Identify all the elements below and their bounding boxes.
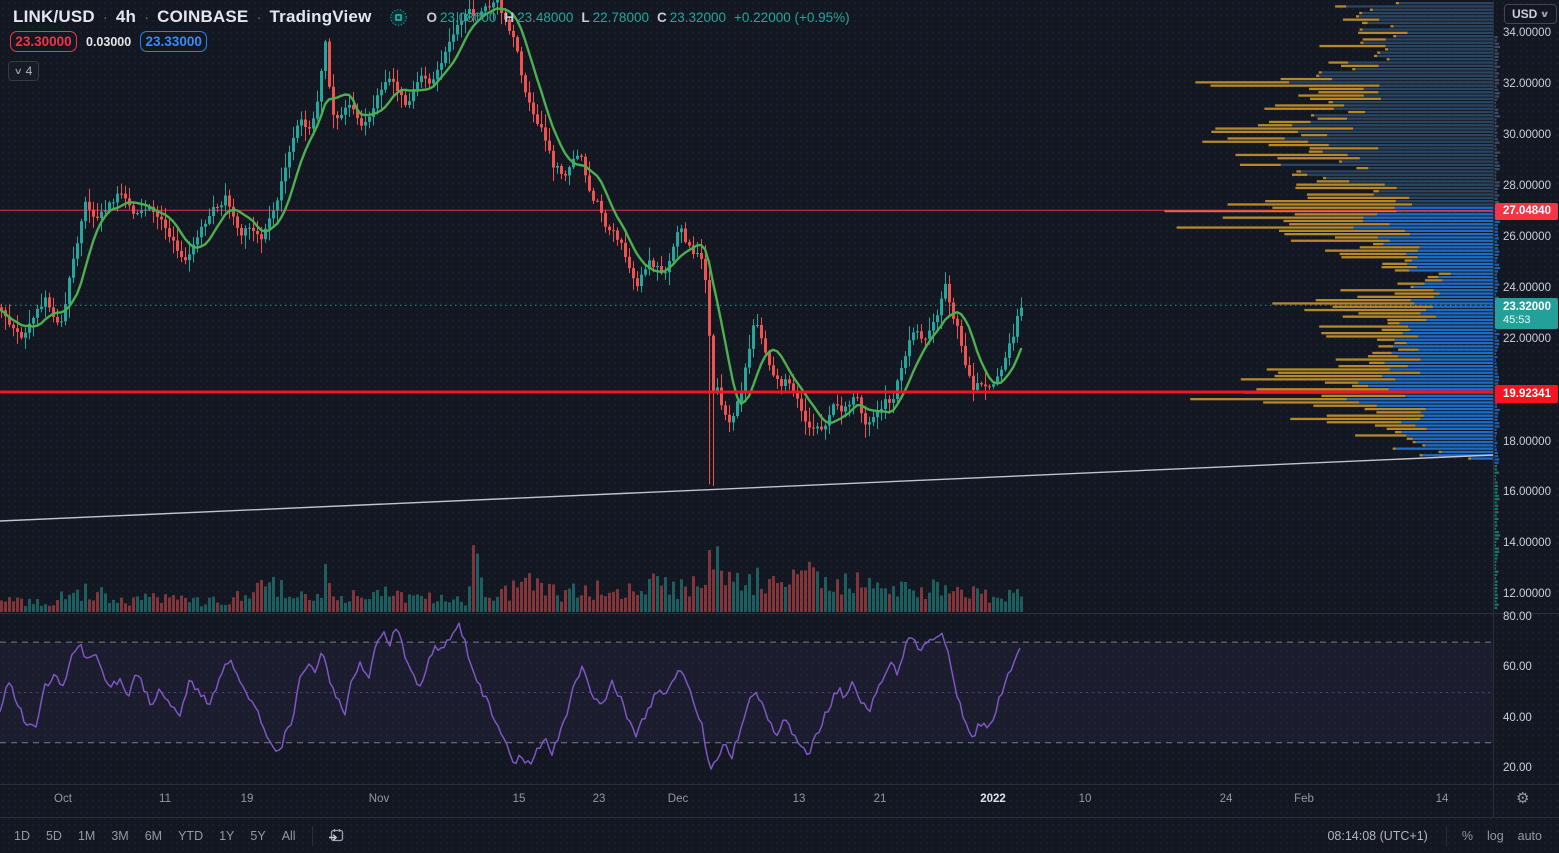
ohlc-readout: O 23.08000 H 23.48000 L 22.78000 C 23.32… — [427, 10, 850, 25]
interval-label[interactable]: 4h — [115, 7, 137, 26]
indicators-collapse-chip[interactable]: ∨ 4 — [8, 61, 40, 81]
close-value: 23.32000 — [669, 9, 727, 25]
time-axis[interactable]: Oct 11 19 Nov 15 23 Dec 13 21 2022 10 24 Feb 14 — [0, 785, 1493, 817]
time-tick-label: 13 — [792, 793, 806, 805]
price-scale-settings-gear-icon[interactable]: ⚙ — [1516, 790, 1530, 807]
instrument-icon — [389, 8, 407, 26]
time-tick-label: Nov — [368, 793, 390, 805]
chevron-down-icon: ∨ — [1539, 8, 1551, 19]
price-tick-label: 12.00000 — [1503, 588, 1551, 600]
time-tick-label: Oct — [54, 793, 72, 805]
price-tick-label: 20.00 — [1503, 762, 1532, 774]
currency-label: USD — [1512, 7, 1538, 21]
sell-button[interactable]: 23.30000 — [10, 31, 77, 52]
price-tick-label: 18.00000 — [1503, 436, 1551, 448]
high-label: H — [504, 9, 515, 25]
chevron-down-icon: ∨ — [13, 65, 23, 76]
chart-canvas[interactable] — [0, 0, 1493, 785]
support-price-label: 19.92341 — [1495, 385, 1558, 403]
time-tick-label: 19 — [240, 793, 254, 805]
range-button-1y[interactable]: 1Y — [219, 828, 235, 843]
indicator-count: 4 — [25, 64, 33, 78]
range-button-1m[interactable]: 1M — [77, 828, 96, 843]
currency-unit-button[interactable]: USD ∨ — [1504, 4, 1557, 24]
exchange-label[interactable]: COINBASE — [157, 7, 249, 26]
time-axis-separator — [0, 784, 1559, 785]
range-buttons: 1D 5D 1M 3M 6M YTD 1Y 5Y All — [6, 826, 304, 846]
pane-separator[interactable] — [0, 613, 1559, 614]
price-tick-label: 14.00000 — [1503, 537, 1551, 549]
session-clock[interactable]: 08:14:08 (UTC+1) — [1327, 828, 1428, 843]
separator: · — [144, 8, 150, 26]
price-tick-label: 30.00000 — [1503, 129, 1551, 141]
price-tick-label: 60.00 — [1503, 661, 1532, 673]
auto-scale-button[interactable]: auto — [1517, 828, 1542, 843]
price-tick-label: 40.00 — [1503, 712, 1532, 724]
chart-legend: LINK/USD · 4h · COINBASE · TradingView O… — [13, 6, 850, 28]
log-scale-button[interactable]: log — [1486, 828, 1504, 843]
time-tick-label: Dec — [667, 793, 689, 805]
range-button-5y[interactable]: 5Y — [250, 828, 266, 843]
time-tick-label: 23 — [592, 793, 606, 805]
change-value: +0.22000 (+0.95%) — [734, 9, 850, 25]
calendar-arrow-icon — [328, 829, 343, 842]
resistance-price-label: 27.04840 — [1495, 203, 1558, 220]
open-value: 23.08000 — [440, 9, 497, 25]
separator: · — [102, 8, 108, 26]
low-label: L — [581, 9, 590, 25]
divider — [311, 825, 313, 846]
divider — [1445, 825, 1447, 846]
time-tick-label: 21 — [873, 793, 887, 805]
time-tick-label: 14 — [1435, 793, 1449, 805]
price-tick-label: 80.00 — [1503, 611, 1532, 623]
open-label: O — [426, 9, 438, 25]
bottom-toolbar: 1D 5D 1M 3M 6M YTD 1Y 5Y All 08:14:08 (UTC+1) % … — [0, 818, 1559, 853]
time-tick-year-label: 2022 — [980, 793, 1006, 805]
close-label: C — [656, 9, 667, 25]
price-tick-label: 34.00000 — [1503, 27, 1551, 39]
time-tick-label: 10 — [1078, 793, 1092, 805]
go-to-date-button[interactable] — [321, 824, 352, 847]
price-tick-label: 26.00000 — [1503, 231, 1551, 243]
spread-value: 0.03000 — [86, 34, 132, 49]
low-value: 22.78000 — [592, 9, 649, 25]
symbol-title[interactable]: LINK/USD — [13, 7, 95, 26]
buy-button[interactable]: 23.33000 — [140, 31, 208, 52]
range-button-5d[interactable]: 5D — [45, 828, 62, 843]
range-button-ytd[interactable]: YTD — [178, 828, 204, 843]
time-tick-label: 11 — [159, 793, 171, 805]
price-tick-label: 32.00000 — [1503, 78, 1551, 90]
last-price-label: 23.32000 45:53 — [1495, 298, 1558, 329]
bid-ask-row: 23.30000 0.03000 23.33000 — [10, 31, 208, 52]
separator: · — [256, 8, 262, 26]
price-tick-label: 22.00000 — [1503, 333, 1551, 345]
time-tick-label: 15 — [512, 793, 526, 805]
bar-countdown: 45:53 — [1503, 313, 1531, 326]
price-tick-label: 16.00000 — [1503, 486, 1551, 498]
price-tick-label: 24.00000 — [1503, 282, 1551, 294]
range-button-6m[interactable]: 6M — [144, 828, 163, 843]
range-button-all[interactable]: All — [281, 828, 296, 843]
time-tick-label: 24 — [1219, 793, 1233, 805]
range-button-3m[interactable]: 3M — [111, 828, 129, 843]
percent-scale-button[interactable]: % — [1461, 828, 1473, 843]
toolbar-separator — [0, 817, 1559, 818]
price-tick-label: 28.00000 — [1503, 180, 1551, 192]
time-tick-label: Feb — [1294, 793, 1314, 805]
high-value: 23.48000 — [517, 9, 574, 25]
range-button-1d[interactable]: 1D — [14, 828, 30, 843]
price-axis[interactable]: USD ∨ 34.00000 32.00000 30.00000 28.00000 26… — [1493, 0, 1559, 817]
brand-label: TradingView — [269, 7, 372, 26]
